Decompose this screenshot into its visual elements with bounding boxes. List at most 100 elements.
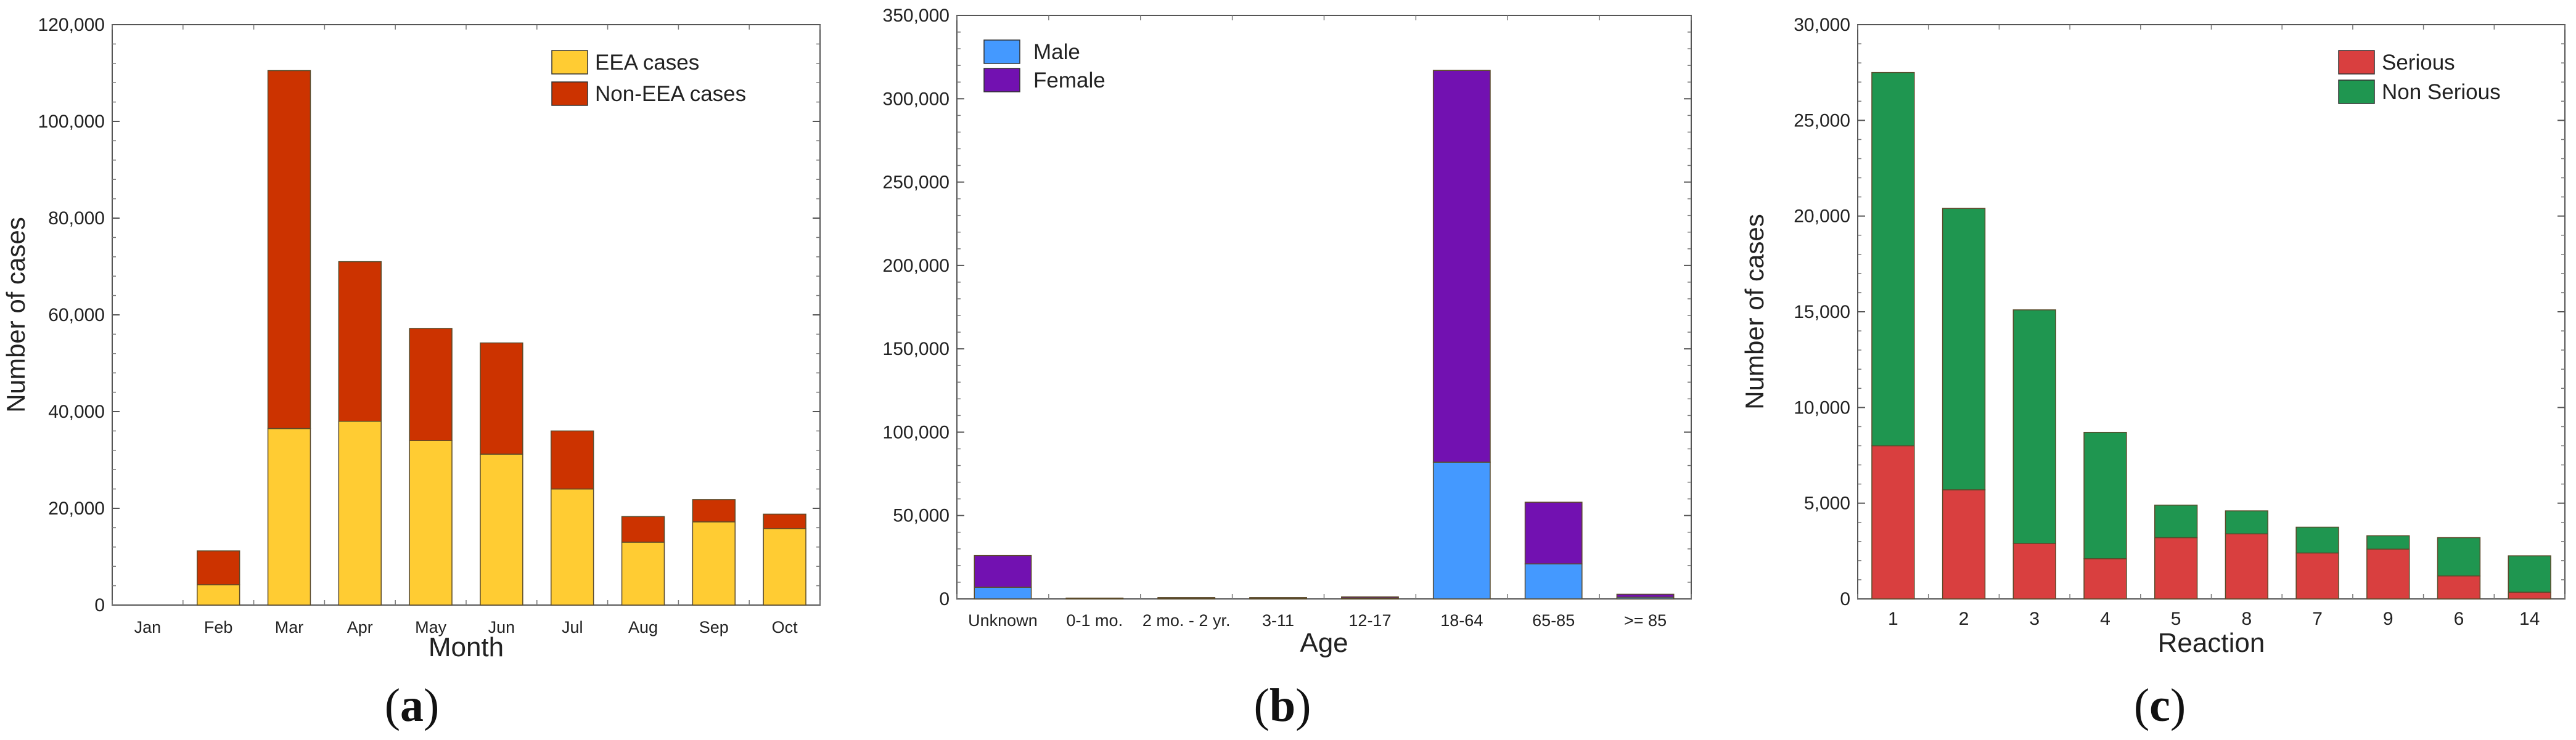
y-tick-label: 25,000 (1794, 110, 1850, 131)
x-tick-label: Oct (772, 618, 798, 636)
bar-non-serious-5 (2154, 505, 2198, 539)
bar-serious-9 (2366, 548, 2410, 600)
y-tick-label: 150,000 (883, 339, 950, 359)
x-tick-label: Jun (488, 618, 515, 636)
bar-male-unknown (974, 587, 1032, 600)
bar-eea-cases-mar (267, 428, 311, 606)
x-tick-label: 3-11 (1262, 611, 1294, 630)
x-tick-label: Feb (204, 618, 233, 636)
x-tick-label: Sep (699, 618, 729, 636)
y-tick-label: 250,000 (883, 173, 950, 193)
y-tick-label: 100,000 (883, 422, 950, 442)
bar-non-serious-4 (2083, 431, 2127, 559)
legend-swatch (2338, 79, 2375, 104)
x-tick-label: Unknown (968, 611, 1038, 630)
x-tick-label: 14 (2519, 609, 2540, 629)
legend-swatch (2338, 50, 2375, 75)
bar-serious-3 (2012, 543, 2056, 600)
bar-serious-8 (2225, 533, 2269, 600)
x-axis-label: Reaction (2158, 628, 2265, 658)
legend-label: Non Serious (2382, 80, 2501, 104)
x-tick-label: May (415, 618, 447, 636)
bar-serious-2 (1942, 489, 1986, 600)
bar-serious-7 (2295, 552, 2339, 600)
bar-female-0-1-mo- (1065, 597, 1124, 600)
legend-swatch (983, 68, 1020, 92)
y-tick-label: 0 (1840, 589, 1850, 609)
legend-label: Non-EEA cases (595, 82, 746, 106)
x-tick-label: 18-64 (1440, 611, 1483, 630)
bar-eea-cases-jun (480, 453, 523, 606)
x-tick-label: 3 (2029, 609, 2040, 629)
y-tick-label: 120,000 (38, 15, 105, 35)
bar-non-eea-cases-sep (692, 499, 736, 522)
x-tick-label: 6 (2454, 609, 2464, 629)
y-tick-label: 60,000 (48, 305, 105, 325)
legend-swatch (551, 50, 588, 75)
bar-eea-cases-oct (763, 528, 806, 606)
bar-non-eea-cases-apr (338, 261, 382, 422)
y-tick-label: 0 (94, 595, 105, 616)
x-tick-label: Jul (562, 618, 583, 636)
panel-caption: (a) (385, 680, 440, 731)
bar-non-serious-8 (2225, 510, 2269, 535)
legend-label: Serious (2382, 51, 2455, 75)
bar-serious-1 (1871, 445, 1915, 600)
legend: Male Female (983, 39, 1105, 92)
x-tick-label: Jan (134, 618, 162, 636)
panel-caption: (c) (2134, 680, 2186, 731)
bar-eea-cases-aug (621, 542, 665, 606)
bar-non-serious-2 (1942, 208, 1986, 490)
bar-non-serious-6 (2437, 537, 2481, 577)
bar-eea-cases-jul (551, 488, 594, 606)
x-tick-label: 12-17 (1348, 611, 1391, 630)
x-tick-label: Mar (275, 618, 304, 636)
y-axis-label: Number of cases (1740, 214, 1769, 409)
x-axis-label: Month (429, 632, 504, 662)
panel-caption: (b) (1254, 680, 1311, 731)
legend-label: Male (1033, 40, 1080, 64)
y-tick-label: 50,000 (893, 506, 950, 526)
bar-non-serious-1 (1871, 71, 1915, 447)
legend: EEA cases Non-EEA cases (551, 50, 746, 106)
bar-serious-14 (2508, 592, 2551, 600)
x-tick-label: 65-85 (1532, 611, 1575, 630)
bar-non-eea-cases-oct (763, 513, 806, 529)
x-tick-label: 9 (2383, 609, 2393, 629)
x-tick-label: >= 85 (1624, 611, 1667, 630)
x-tick-label: Aug (628, 618, 658, 636)
y-tick-label: 300,000 (883, 89, 950, 109)
y-tick-label: 0 (939, 589, 950, 609)
x-tick-label: 8 (2242, 609, 2252, 629)
x-tick-label: 7 (2312, 609, 2323, 629)
y-axis-label: Number of cases (1, 217, 30, 412)
bar-serious-6 (2437, 575, 2481, 600)
y-tick-label: 350,000 (883, 6, 950, 26)
y-tick-label: 10,000 (1794, 397, 1850, 418)
legend-swatch (551, 81, 588, 106)
bar-eea-cases-sep (692, 521, 736, 606)
y-tick-label: 20,000 (1794, 206, 1850, 227)
y-tick-label: 15,000 (1794, 302, 1850, 322)
x-tick-label: 5 (2171, 609, 2181, 629)
bar-female-12-17 (1341, 596, 1399, 599)
x-tick-label: 2 mo. - 2 yr. (1142, 611, 1231, 630)
bar-non-serious-3 (2012, 309, 2056, 544)
legend-label: Female (1033, 68, 1105, 92)
bar-non-eea-cases-feb (197, 550, 240, 585)
x-tick-label: 2 (1959, 609, 1969, 629)
chart-panel-c: 0 5,000 10,000 15,000 20,000 25,000 30,000 1 2 3 4… (1740, 15, 2566, 731)
y-tick-label: 200,000 (883, 256, 950, 276)
bar-non-eea-cases-aug (621, 516, 665, 543)
bar-male-18-64 (1432, 461, 1491, 600)
y-tick-label: 30,000 (1794, 15, 1850, 35)
bar-eea-cases-apr (338, 420, 382, 606)
bar-non-eea-cases-jun (480, 342, 523, 455)
bar-eea-cases-may (409, 440, 453, 606)
x-axis-label: Age (1300, 628, 1348, 658)
legend-swatch (983, 39, 1020, 64)
bar-female-unknown (974, 555, 1032, 588)
x-tick-label: 0-1 mo. (1067, 611, 1123, 630)
bar-female--85 (1616, 593, 1675, 598)
